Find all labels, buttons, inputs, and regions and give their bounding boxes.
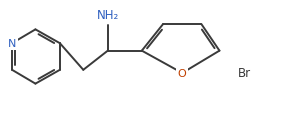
Text: O: O	[178, 68, 186, 78]
Text: NH₂: NH₂	[97, 9, 119, 22]
Text: N: N	[8, 39, 16, 49]
Text: Br: Br	[238, 67, 251, 80]
